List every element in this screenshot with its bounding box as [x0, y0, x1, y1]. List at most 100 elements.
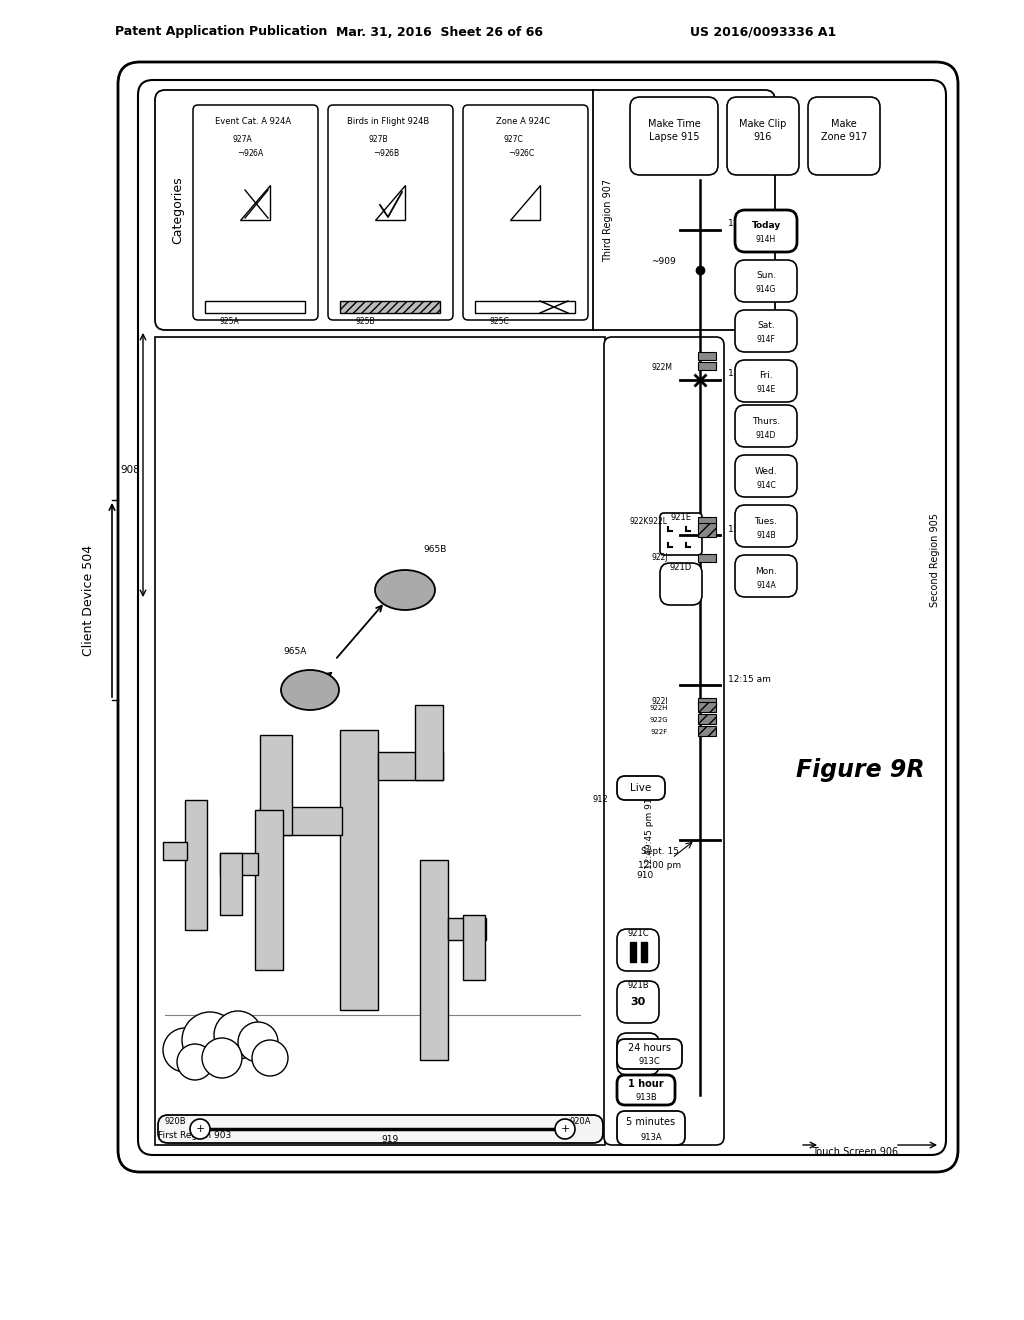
Text: 927B: 927B [369, 136, 388, 144]
Text: Mon.: Mon. [755, 566, 777, 576]
Bar [698, 352, 716, 360]
Text: 913C: 913C [638, 1056, 659, 1065]
Bar [378, 752, 443, 780]
Text: 965A: 965A [284, 648, 306, 656]
Text: 922K922L: 922K922L [630, 517, 668, 527]
Bar [698, 702, 716, 711]
Text: 922I: 922I [651, 697, 668, 706]
FancyBboxPatch shape [463, 106, 588, 319]
Circle shape [182, 1012, 238, 1068]
FancyBboxPatch shape [155, 90, 775, 330]
Text: Today: Today [752, 222, 780, 231]
FancyBboxPatch shape [735, 360, 797, 403]
Text: 925A: 925A [220, 317, 240, 326]
Text: 920A: 920A [570, 1118, 592, 1126]
Text: Live: Live [631, 783, 651, 793]
Text: 914D: 914D [756, 430, 776, 440]
Text: $\neg$926C: $\neg$926C [508, 148, 536, 158]
FancyBboxPatch shape [158, 1115, 603, 1143]
Text: +: + [560, 1125, 569, 1134]
Text: Sept. 15: Sept. 15 [641, 847, 679, 857]
Circle shape [555, 1119, 575, 1139]
Circle shape [238, 1022, 278, 1063]
Bar [463, 915, 485, 979]
FancyBboxPatch shape [630, 96, 718, 176]
Text: Fri.: Fri. [759, 371, 773, 380]
Text: Zone A 924C: Zone A 924C [496, 117, 550, 127]
Text: 921C: 921C [627, 928, 649, 937]
Bar [630, 942, 636, 962]
Polygon shape [375, 185, 406, 220]
Polygon shape [510, 185, 540, 220]
Text: 919: 919 [381, 1135, 398, 1144]
Text: 916: 916 [754, 132, 772, 143]
FancyBboxPatch shape [617, 1111, 685, 1144]
Bar [185, 800, 207, 931]
Text: First Region 903: First Region 903 [159, 1130, 231, 1139]
Text: Birds in Flight 924B: Birds in Flight 924B [347, 117, 429, 127]
FancyBboxPatch shape [118, 62, 958, 1172]
Circle shape [177, 1044, 213, 1080]
FancyBboxPatch shape [617, 1074, 675, 1105]
Text: Categories: Categories [171, 176, 184, 244]
Ellipse shape [375, 570, 435, 610]
Text: ~909: ~909 [650, 257, 676, 267]
Bar [255, 810, 283, 970]
Bar [475, 301, 575, 313]
FancyBboxPatch shape [735, 260, 797, 302]
FancyBboxPatch shape [735, 405, 797, 447]
Bar [698, 726, 716, 737]
Bar [698, 517, 716, 525]
Text: 922F: 922F [650, 729, 668, 735]
Bar [340, 301, 440, 313]
Text: Third Region 907: Third Region 907 [603, 178, 613, 261]
Text: 913B: 913B [635, 1093, 656, 1101]
Text: 914C: 914C [756, 480, 776, 490]
Text: Client Device 504: Client Device 504 [82, 544, 94, 656]
FancyBboxPatch shape [604, 337, 724, 1144]
Text: 914B: 914B [756, 531, 776, 540]
Text: 912: 912 [592, 796, 608, 804]
Bar [260, 735, 292, 836]
Text: Thurs.: Thurs. [752, 417, 780, 425]
Text: 12:45 pm: 12:45 pm [728, 370, 771, 379]
FancyBboxPatch shape [735, 554, 797, 597]
Text: 910: 910 [636, 870, 653, 879]
Circle shape [163, 1028, 207, 1072]
Text: Figure 9R: Figure 9R [796, 758, 925, 781]
Text: 913A: 913A [640, 1133, 662, 1142]
Text: 920B: 920B [164, 1118, 185, 1126]
Bar [155, 337, 605, 1144]
Circle shape [252, 1040, 288, 1076]
FancyBboxPatch shape [617, 981, 659, 1023]
Bar [420, 861, 449, 1060]
Text: Wed.: Wed. [755, 466, 777, 475]
Bar [205, 301, 305, 313]
FancyBboxPatch shape [617, 1034, 659, 1074]
Bar [220, 853, 242, 915]
FancyBboxPatch shape [617, 1039, 682, 1069]
Text: 921D: 921D [670, 562, 692, 572]
Text: 921E: 921E [671, 512, 691, 521]
Bar [340, 730, 378, 1010]
Bar [163, 842, 187, 861]
Text: Tues.: Tues. [755, 516, 777, 525]
Text: 914H: 914H [756, 235, 776, 244]
FancyBboxPatch shape [727, 96, 799, 176]
Text: 921B: 921B [627, 981, 649, 990]
Bar [698, 523, 716, 537]
Text: 922H: 922H [649, 705, 668, 711]
FancyBboxPatch shape [735, 455, 797, 498]
Text: 1 hour: 1 hour [628, 1078, 664, 1089]
Bar [415, 705, 443, 780]
Text: 12:15 am: 12:15 am [728, 675, 771, 684]
FancyBboxPatch shape [735, 210, 797, 252]
Text: 12:00 pm: 12:00 pm [638, 861, 682, 870]
Text: $\neg$926B: $\neg$926B [373, 148, 400, 158]
Text: 914G: 914G [756, 285, 776, 294]
Text: 24 hours: 24 hours [628, 1043, 671, 1053]
Bar [641, 942, 647, 962]
Polygon shape [240, 185, 270, 220]
Text: Lapse 915: Lapse 915 [649, 132, 699, 143]
Text: 921A: 921A [628, 1092, 649, 1101]
